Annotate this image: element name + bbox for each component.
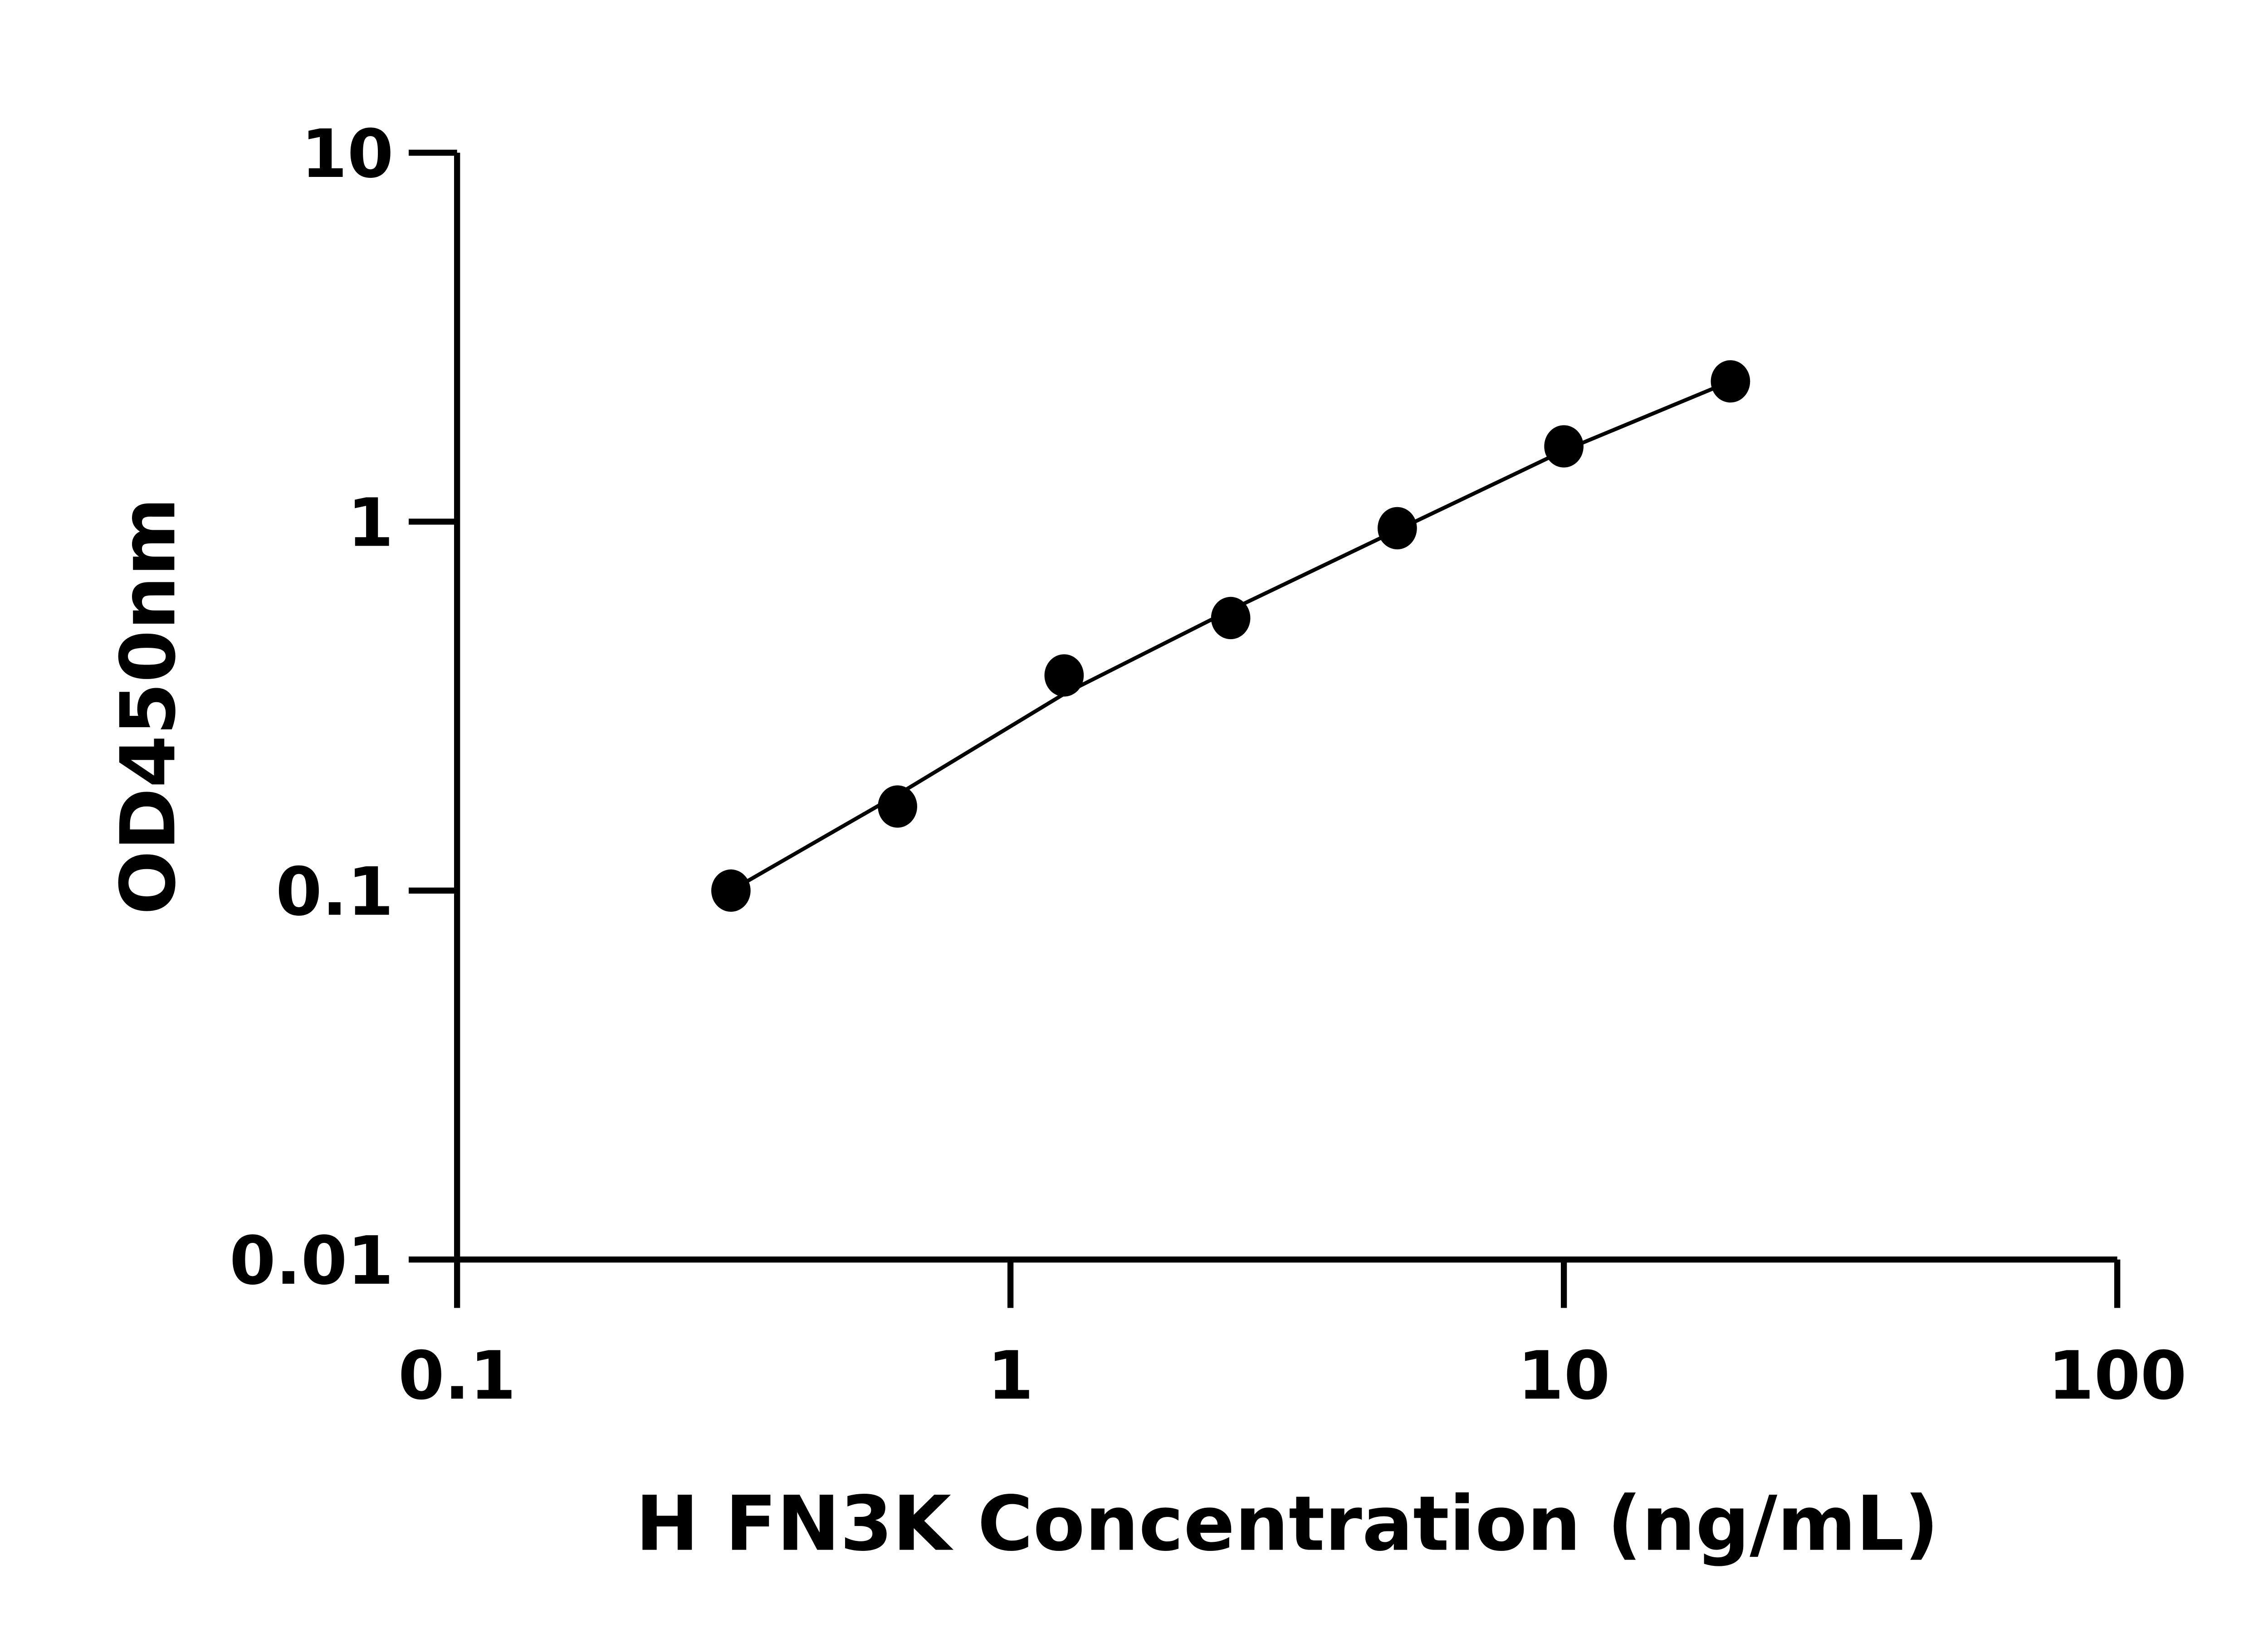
x-tick-label: 1: [987, 1337, 1034, 1414]
axes: [408, 150, 2121, 1308]
y-tick-label: 0.01: [230, 1222, 394, 1300]
y-tick-label: 0.1: [276, 853, 394, 931]
data-point: [1211, 596, 1251, 640]
data-point: [711, 869, 751, 912]
y-tick-label: 10: [301, 115, 394, 193]
y-tick-label: 1: [347, 484, 394, 562]
data-point: [1378, 507, 1417, 550]
data-point: [878, 785, 917, 828]
x-axis-label: H FN3K Concentration (ng/mL): [635, 1480, 1939, 1568]
data-points: [711, 360, 1750, 912]
x-tick-label: 100: [2048, 1337, 2187, 1414]
y-axis-label: OD450nm: [104, 498, 192, 915]
data-point: [1711, 360, 1750, 403]
data-point: [1044, 654, 1084, 697]
x-tick-label: 0.1: [398, 1337, 516, 1414]
x-tick-label: 10: [1518, 1337, 1610, 1414]
data-point: [1544, 425, 1584, 468]
